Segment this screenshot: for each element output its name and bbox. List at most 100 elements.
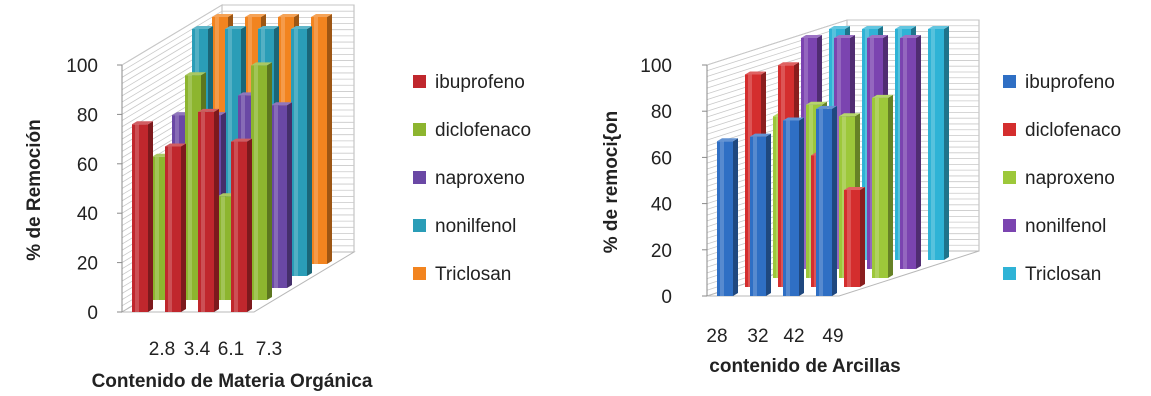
bar-front <box>816 108 832 296</box>
gridline-side <box>706 48 848 95</box>
bar-top <box>291 26 312 29</box>
bar-Triclosan-7.3 <box>311 14 332 264</box>
legend-swatch <box>413 75 426 88</box>
bar-highlight <box>903 38 907 269</box>
legend-label: nonilfenol <box>1025 216 1106 237</box>
bar-top <box>806 101 827 105</box>
x-tick-label: 2.8 <box>149 339 175 360</box>
bar-top <box>829 26 850 29</box>
bar-top <box>185 72 206 76</box>
legend-swatch <box>1003 171 1016 184</box>
bar-top <box>872 94 893 98</box>
legend-swatch <box>413 219 426 232</box>
x-tick-label: 42 <box>783 326 804 347</box>
bar-naproxeno-49 <box>872 94 893 278</box>
legend-label: naproxeno <box>435 168 525 189</box>
legend-swatch <box>413 267 426 280</box>
legend-item: naproxeno <box>1003 168 1115 189</box>
bar-top <box>258 26 279 29</box>
bar-front <box>271 105 287 288</box>
bar-top <box>750 133 771 137</box>
bar-front <box>291 29 307 276</box>
gridline-side <box>706 60 848 106</box>
bar-side <box>944 26 949 260</box>
legend-label: naproxeno <box>1025 168 1115 189</box>
bar-top <box>900 35 921 38</box>
legend-item: nonilfenol <box>413 216 516 237</box>
bar-highlight <box>294 29 298 276</box>
bar-diclofenaco-7.3 <box>251 62 272 300</box>
bar-nonilfenol-7.3 <box>291 26 312 276</box>
x-tick-label: 3.4 <box>184 339 211 360</box>
bar-front <box>750 136 766 296</box>
bars <box>717 26 949 296</box>
y-tick-label: 60 <box>651 148 672 169</box>
bar-top <box>783 117 804 121</box>
bar-side <box>247 138 252 312</box>
bar-top <box>745 71 766 75</box>
x-tick-label: 7.3 <box>256 339 282 360</box>
bar-front <box>872 97 888 278</box>
bar-highlight <box>135 124 139 312</box>
legend-label: diclofenaco <box>1025 120 1121 141</box>
bar-highlight <box>875 97 879 278</box>
bar-side <box>287 102 292 288</box>
legend-swatch <box>1003 123 1016 136</box>
bar-front <box>132 124 148 312</box>
bar-front <box>783 120 799 296</box>
bar-highlight <box>786 120 790 296</box>
chart-clay-content: 0 20 40 60 80 100 % de remoci{on 28 32 42 49 conten… <box>601 19 1121 377</box>
bar-top <box>862 26 883 29</box>
legend-item: naproxeno <box>413 168 525 189</box>
gridline-side <box>706 42 848 89</box>
bar-top <box>801 35 822 38</box>
bar-naproxeno-7.3 <box>271 102 292 288</box>
bar-top <box>717 138 738 142</box>
legend: ibuprofeno diclofenaco naproxeno nonilfenol… <box>413 72 531 285</box>
bar-side <box>327 14 332 264</box>
bar-top <box>278 14 299 17</box>
bar-side <box>181 143 186 312</box>
bar-top <box>192 26 213 29</box>
bar-top <box>816 105 837 109</box>
x-tick-label: 49 <box>822 326 843 347</box>
bar-highlight <box>720 141 724 296</box>
chart-organic-matter: 0 20 40 60 80 100 % de Remoción 2.8 3.4 6.1 7.3 Con… <box>24 4 531 392</box>
legend-item: Triclosan <box>1003 264 1101 285</box>
bar-front <box>844 189 860 287</box>
bar-top <box>834 35 855 38</box>
x-axis-title: Contenido de Materia Orgánica <box>92 371 373 392</box>
legend: ibuprofeno diclofenaco naproxeno nonilfenol… <box>1003 72 1121 285</box>
bar-front <box>717 141 733 296</box>
bar-Triclosan-49 <box>928 26 949 260</box>
bar-front <box>900 38 916 269</box>
x-axis: 28 32 42 49 contenido de Arcillas <box>706 326 900 377</box>
bar-top <box>311 14 332 17</box>
bar-ibuprofeno-6.1 <box>198 108 219 313</box>
y-tick-label: 100 <box>640 56 672 77</box>
bar-ibuprofeno-32 <box>750 133 771 296</box>
gridline-side <box>121 10 223 72</box>
gridline-side <box>706 31 848 77</box>
bar-front <box>165 146 181 312</box>
bar-side <box>916 35 921 269</box>
y-tick-label: 40 <box>77 204 98 225</box>
y-axis-title: % de remoci{on <box>601 111 622 254</box>
gridline-side <box>706 54 848 101</box>
gridline-side <box>706 19 848 66</box>
bar-highlight <box>274 105 278 288</box>
y-tick-label: 20 <box>77 254 98 275</box>
bar-diclofenaco-49 <box>844 186 865 287</box>
bar-side <box>799 117 804 296</box>
bar-top <box>895 26 916 29</box>
gridline-side <box>706 65 848 112</box>
gridline-side <box>121 4 223 66</box>
legend-swatch <box>1003 267 1016 280</box>
bar-highlight <box>819 108 823 296</box>
legend-item: ibuprofeno <box>1003 72 1115 93</box>
bar-top <box>778 62 799 66</box>
bar-top <box>839 113 860 117</box>
gridline-side <box>706 25 848 72</box>
bar-front <box>311 17 327 264</box>
